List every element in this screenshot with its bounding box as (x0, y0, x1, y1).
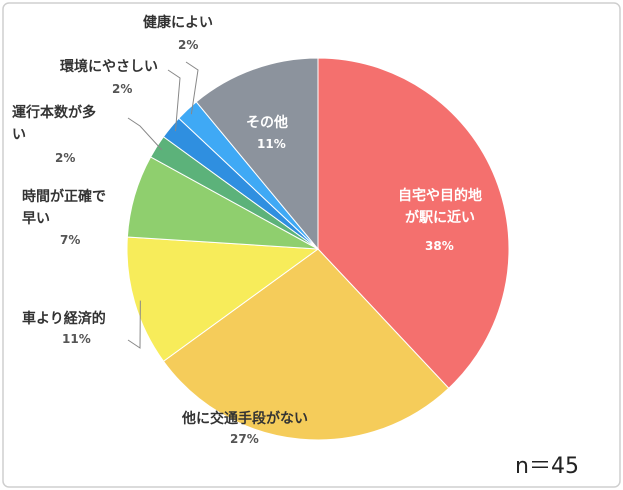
slice-label: 車より経済的 (22, 311, 106, 327)
slice-label: その他 (246, 115, 288, 131)
pie-slice (162, 248, 450, 441)
leader-line (127, 300, 141, 349)
value-label: 7% (60, 233, 81, 247)
value-label: 11% (257, 137, 286, 151)
value-label: 11% (62, 332, 91, 346)
value-label: 2% (178, 38, 199, 52)
leader-line (185, 61, 199, 115)
slice-label: 他に交通手段がない (182, 411, 308, 427)
leader-line (167, 69, 181, 132)
leader-line (127, 117, 163, 151)
slice-label: 自宅や目的地 が駅に近い (398, 188, 482, 226)
slice-label: 運行本数が多 い (12, 105, 96, 143)
value-label: 2% (55, 151, 76, 165)
pie-slice (317, 57, 510, 389)
value-label: 2% (112, 82, 133, 96)
pie-slice (195, 57, 319, 251)
slice-label: 時間が正確で 早い (22, 189, 106, 227)
value-label: 27% (230, 432, 259, 446)
value-label: 38% (425, 239, 454, 253)
sample-size: n＝45 (515, 454, 579, 479)
slice-label: 環境にやさしい (60, 59, 158, 75)
pie-slice (126, 236, 320, 362)
slice-label: 健康によい (143, 15, 213, 31)
